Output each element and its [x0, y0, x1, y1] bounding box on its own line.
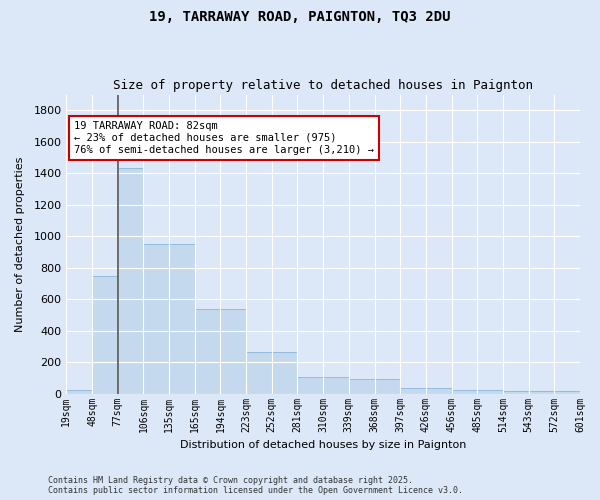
Text: Contains HM Land Registry data © Crown copyright and database right 2025.
Contai: Contains HM Land Registry data © Crown c… [48, 476, 463, 495]
Bar [92, 276, 118, 394]
Bar [169, 244, 195, 394]
Bar [195, 310, 220, 394]
Bar [349, 380, 374, 394]
Bar [426, 388, 452, 394]
Bar [246, 352, 272, 394]
Text: 19 TARRAWAY ROAD: 82sqm
← 23% of detached houses are smaller (975)
76% of semi-d: 19 TARRAWAY ROAD: 82sqm ← 23% of detache… [74, 122, 374, 154]
Bar [272, 352, 298, 394]
Bar [529, 391, 554, 394]
Bar [118, 168, 143, 394]
Bar [323, 377, 349, 394]
Bar [477, 390, 503, 394]
Bar [374, 380, 400, 394]
Bar [503, 391, 529, 394]
Bar [554, 392, 580, 394]
Bar [220, 310, 246, 394]
Y-axis label: Number of detached properties: Number of detached properties [15, 156, 25, 332]
Text: 19, TARRAWAY ROAD, PAIGNTON, TQ3 2DU: 19, TARRAWAY ROAD, PAIGNTON, TQ3 2DU [149, 10, 451, 24]
Bar [67, 390, 92, 394]
X-axis label: Distribution of detached houses by size in Paignton: Distribution of detached houses by size … [180, 440, 466, 450]
Title: Size of property relative to detached houses in Paignton: Size of property relative to detached ho… [113, 79, 533, 92]
Bar [452, 390, 477, 394]
Bar [298, 377, 323, 394]
Bar [400, 388, 426, 394]
Bar [143, 244, 169, 394]
